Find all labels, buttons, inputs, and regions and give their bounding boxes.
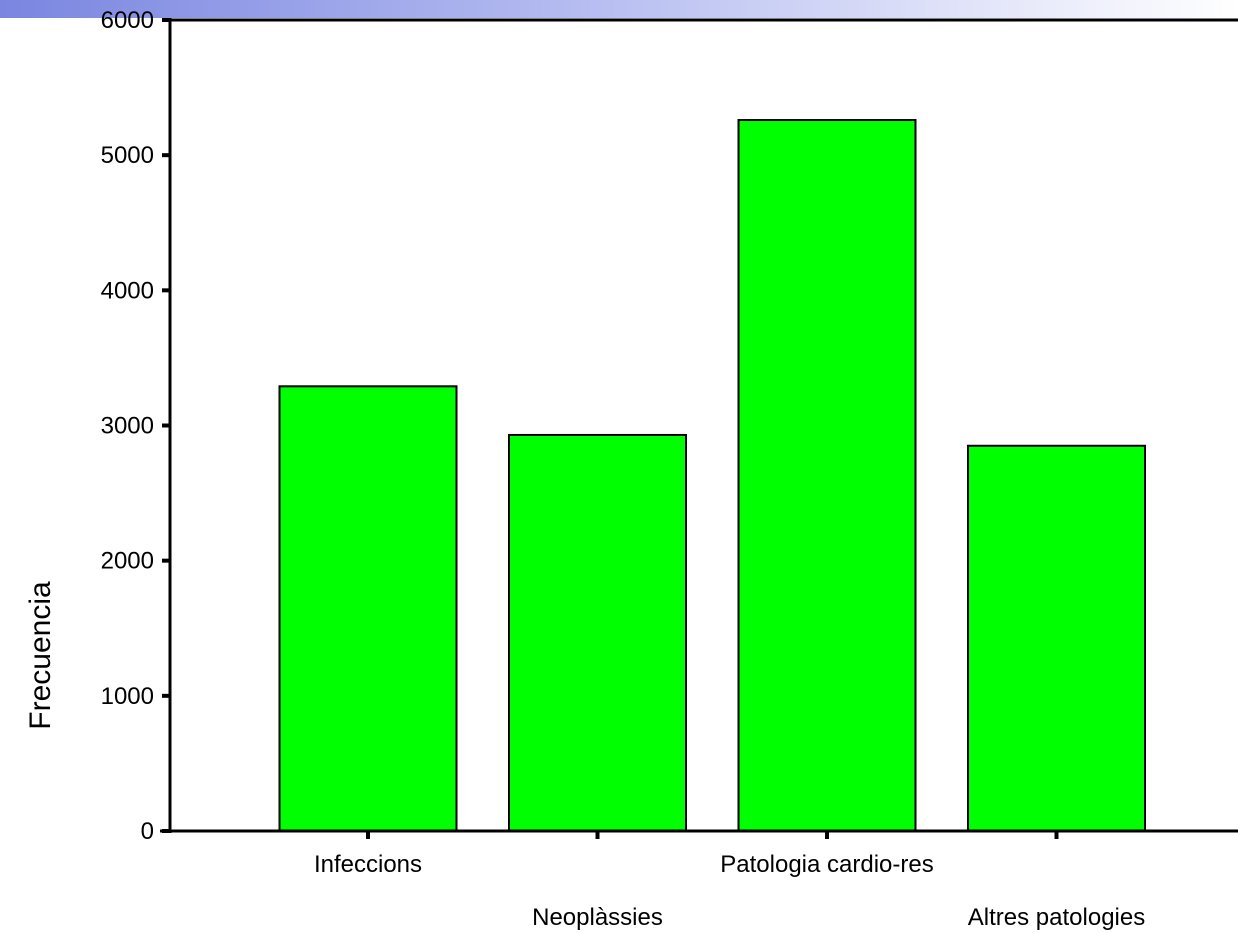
x-tick-label: Neoplàssies	[532, 904, 663, 931]
x-tick-label: Altres patologies	[968, 904, 1145, 931]
bar-infeccions	[278, 385, 458, 832]
bar-altres-patologies	[967, 444, 1146, 832]
y-tick-label: 2000	[101, 548, 154, 575]
y-tick-label: 4000	[101, 277, 154, 304]
x-tick-label: Infeccions	[314, 851, 422, 878]
y-ticks-layer: 0 1000 2000 3000 4000 5000 6000	[101, 7, 170, 845]
bar-patologia-cardio-res	[737, 119, 917, 833]
y-tick-label: 3000	[101, 413, 154, 440]
y-tick-label: 6000	[101, 7, 154, 34]
y-axis-title: Frecuencia	[24, 581, 57, 730]
x-ticks-layer: Infeccions Neoplàssies Patologia cardio-re…	[314, 831, 1145, 931]
y-tick-label: 5000	[101, 142, 154, 169]
y-tick-label: 0	[141, 818, 154, 845]
bar-neopl-ssies	[508, 433, 687, 832]
y-tick-label: 1000	[101, 683, 154, 710]
x-tick-label: Patologia cardio-res	[720, 851, 933, 878]
bars-layer	[278, 119, 1146, 833]
header-gradient-band	[0, 0, 1238, 18]
